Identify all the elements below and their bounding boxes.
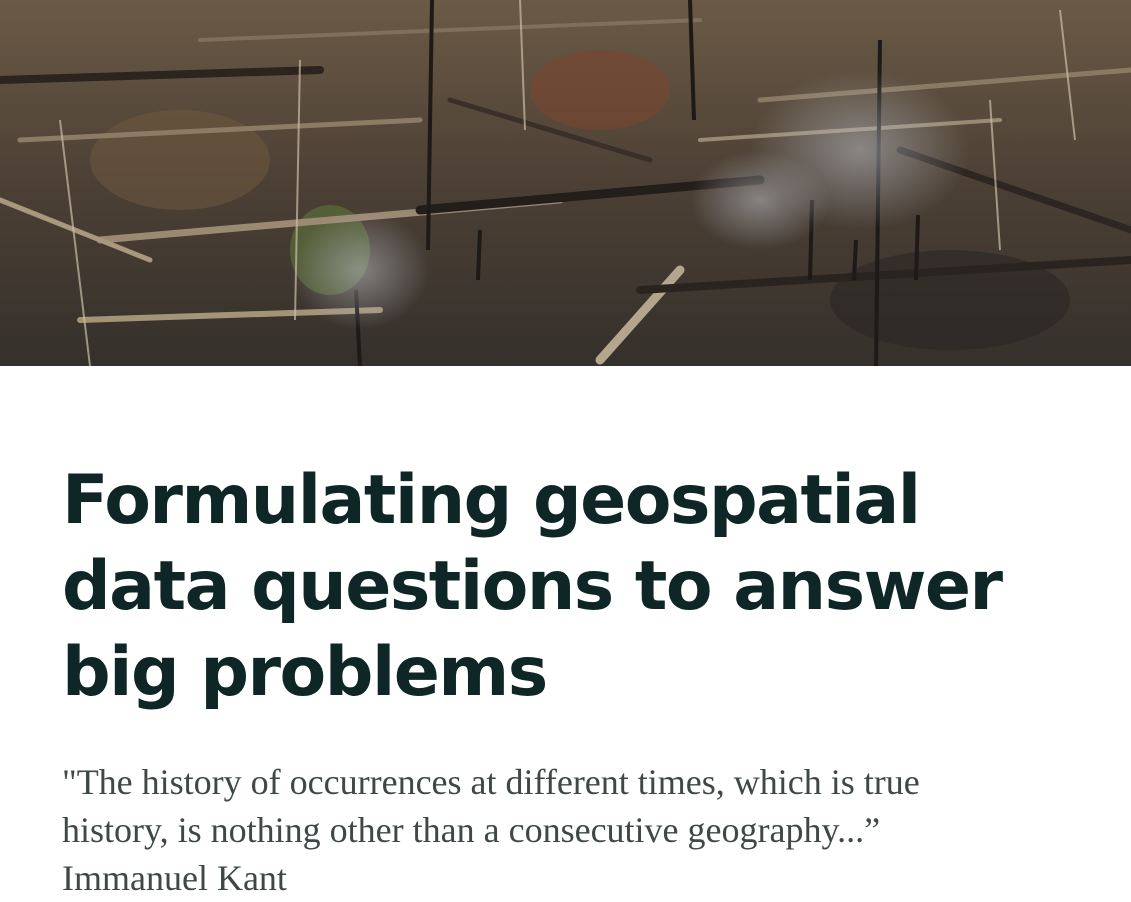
quote-line-2: history, is nothing other than a consecu… <box>62 810 881 850</box>
hero-image <box>0 0 1131 366</box>
article-title: Formulating geospatial data questions to… <box>62 461 1003 712</box>
article: Formulating geospatial data questions to… <box>62 458 1102 902</box>
burned-forest-photo-icon <box>0 0 1131 366</box>
article-quote: "The history of occurrences at different… <box>62 758 1102 902</box>
quote-line-1: "The history of occurrences at different… <box>62 762 920 802</box>
quote-author: Immanuel Kant <box>62 858 287 898</box>
